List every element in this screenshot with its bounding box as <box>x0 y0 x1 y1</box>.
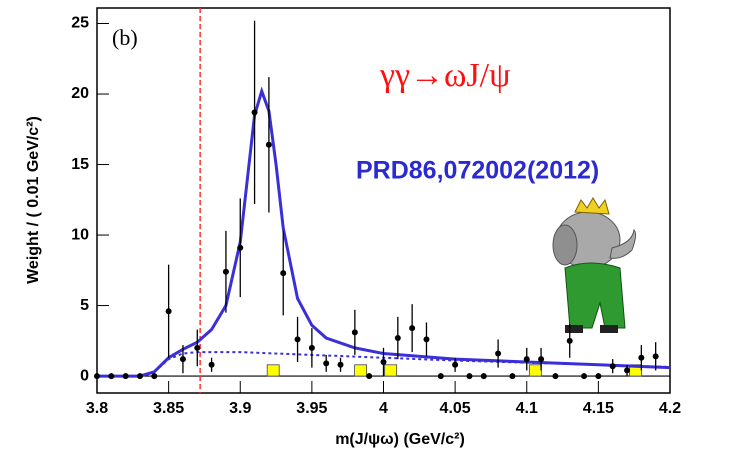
data-point <box>552 373 559 380</box>
data-point <box>466 373 473 380</box>
data-point <box>609 363 616 370</box>
data-point <box>179 356 186 363</box>
data-point <box>136 373 143 380</box>
background-box <box>266 364 280 377</box>
data-point <box>638 354 645 361</box>
data-point <box>595 373 602 380</box>
y-tick-label: 20 <box>71 85 89 102</box>
x-axis-label: m(J/ψω) (GeV/c²) <box>335 431 465 448</box>
x-tick-label: 4.1 <box>516 400 538 417</box>
y-tick-label: 10 <box>71 226 89 243</box>
data-point <box>337 361 344 368</box>
x-tick-label: 3.8 <box>86 400 108 417</box>
x-tick-label: 4 <box>379 400 388 417</box>
data-point <box>581 373 588 380</box>
background-box <box>528 364 542 377</box>
background-box <box>384 364 398 377</box>
reference-label: PRD86,072002(2012) <box>356 157 599 185</box>
data-point <box>624 367 631 374</box>
data-point <box>165 308 172 315</box>
data-point <box>251 109 258 116</box>
data-point <box>480 373 487 380</box>
y-tick-label: 5 <box>80 297 89 314</box>
total-fit <box>97 86 671 378</box>
data-point <box>452 361 459 368</box>
data-point <box>351 329 358 336</box>
x-tick-label: 3.95 <box>296 400 327 417</box>
data-point <box>323 360 330 367</box>
data-point <box>194 344 201 351</box>
data-point <box>380 358 387 365</box>
reaction-label: γγ→ωJ/ψ <box>379 57 510 94</box>
y-tick-label: 15 <box>71 156 89 173</box>
data-point <box>308 344 315 351</box>
data-point <box>237 244 244 251</box>
x-tick-label: 3.9 <box>229 400 251 417</box>
elephant-icon <box>552 197 637 333</box>
data-point <box>523 356 530 363</box>
data-point <box>652 353 659 360</box>
data-point <box>222 268 229 275</box>
y-tick-label: 25 <box>71 15 89 32</box>
data-point <box>208 361 215 368</box>
y-axis-label: Weight / ( 0.01 GeV/c²) <box>25 116 42 284</box>
data-point <box>394 335 401 341</box>
data-point <box>366 373 373 380</box>
data-point <box>538 356 545 363</box>
data-point <box>280 270 287 277</box>
data-point <box>265 141 272 148</box>
x-tick-label: 3.85 <box>153 400 184 417</box>
x-tick-label: 4.05 <box>440 400 471 417</box>
data-point <box>566 337 573 344</box>
y-tick-label: 0 <box>80 367 89 384</box>
data-point <box>122 373 129 380</box>
x-tick-label: 4.15 <box>583 400 614 417</box>
data-point <box>423 336 430 343</box>
data-point <box>108 373 115 380</box>
data-point <box>294 336 301 343</box>
background-box <box>354 364 367 377</box>
data-point <box>151 373 158 380</box>
data-point <box>509 373 516 380</box>
panel-label: (b) <box>112 25 138 50</box>
data-point <box>409 325 416 332</box>
data-point <box>94 373 100 380</box>
data-point <box>437 373 444 380</box>
x-tick-label: 4.2 <box>659 400 681 417</box>
data-point <box>495 350 502 357</box>
